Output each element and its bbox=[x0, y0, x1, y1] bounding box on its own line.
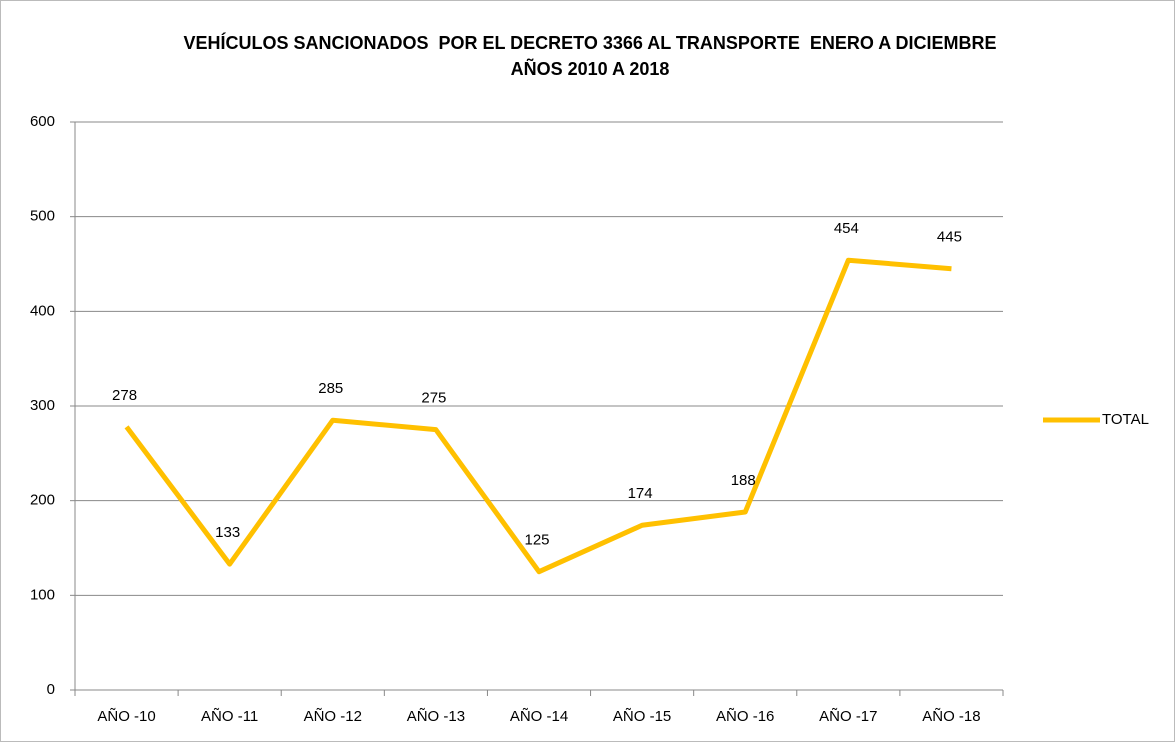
x-tick-label: AÑO -16 bbox=[716, 708, 774, 725]
data-label: 125 bbox=[524, 532, 549, 549]
data-label: 278 bbox=[112, 387, 137, 404]
x-tick-label: AÑO -17 bbox=[819, 708, 877, 725]
x-tick-label: AÑO -18 bbox=[922, 708, 980, 725]
legend-label: TOTAL bbox=[1102, 411, 1149, 428]
data-label: 275 bbox=[421, 390, 446, 407]
line-series bbox=[124, 257, 952, 575]
data-label: 285 bbox=[318, 380, 343, 397]
data-label: 188 bbox=[731, 472, 756, 489]
chart-title: VEHÍCULOS SANCIONADOS POR EL DECRETO 336… bbox=[183, 33, 1007, 79]
y-tick-label: 500 bbox=[30, 208, 55, 225]
y-tick-label: 400 bbox=[30, 302, 55, 319]
x-tick-label: AÑO -14 bbox=[510, 708, 568, 725]
x-tick-label: AÑO -15 bbox=[613, 708, 671, 725]
x-tick-label: AÑO -10 bbox=[97, 708, 155, 725]
y-tick-label: 0 bbox=[47, 681, 55, 698]
y-tick-label: 200 bbox=[30, 492, 55, 509]
data-label: 445 bbox=[937, 229, 962, 246]
y-tick-label: 100 bbox=[30, 586, 55, 603]
x-tick-label: AÑO -13 bbox=[407, 708, 465, 725]
data-label: 454 bbox=[834, 220, 859, 237]
y-tick-label: 300 bbox=[30, 397, 55, 414]
x-tick-label: AÑO -12 bbox=[304, 708, 362, 725]
data-label: 133 bbox=[215, 524, 240, 541]
x-tick-label: AÑO -11 bbox=[201, 708, 258, 725]
data-label: 174 bbox=[628, 485, 653, 502]
y-tick-label: 600 bbox=[30, 113, 55, 130]
